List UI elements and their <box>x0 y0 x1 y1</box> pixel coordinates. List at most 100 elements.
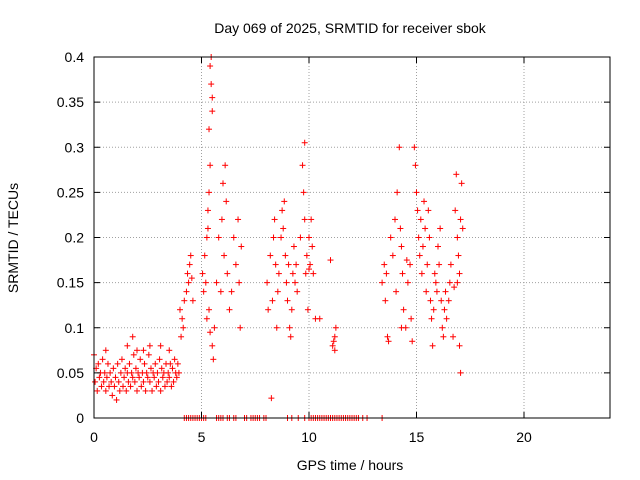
data-point-marker <box>431 270 438 277</box>
data-point-marker <box>278 234 285 241</box>
data-point-marker <box>297 234 304 241</box>
data-point-marker <box>307 261 314 268</box>
data-point-marker <box>126 360 133 367</box>
data-point-marker <box>116 387 123 394</box>
data-point-marker <box>113 396 120 403</box>
data-point-marker <box>137 356 144 363</box>
data-point-marker <box>306 234 312 241</box>
data-point-marker <box>118 356 125 363</box>
y-tick-label: 0.25 <box>57 184 84 200</box>
data-point-marker <box>429 342 436 349</box>
data-point-marker <box>208 81 215 88</box>
data-point-marker <box>108 378 115 385</box>
data-point-marker <box>170 378 177 385</box>
data-point-marker <box>285 261 292 268</box>
data-point-marker <box>272 261 279 268</box>
data-point-marker <box>106 383 113 390</box>
data-point-marker <box>174 360 181 367</box>
data-point-marker <box>398 324 405 331</box>
data-point-marker <box>98 383 105 390</box>
data-point-marker <box>117 369 124 376</box>
data-point-marker <box>286 324 293 331</box>
data-point-marker <box>237 324 244 331</box>
data-point-marker <box>184 270 191 277</box>
data-point-marker <box>423 288 430 295</box>
data-point-marker <box>301 139 308 146</box>
data-point-marker <box>273 324 280 331</box>
data-point-marker <box>132 365 139 372</box>
data-point-marker <box>384 333 391 340</box>
data-point-marker <box>422 225 429 232</box>
data-point-marker <box>381 261 388 268</box>
data-point-marker <box>218 216 225 223</box>
data-point-marker <box>447 261 454 268</box>
data-point-marker <box>199 270 206 277</box>
data-point-marker <box>433 288 440 295</box>
data-point-marker <box>186 261 193 268</box>
data-point-marker <box>180 324 187 331</box>
data-point-marker <box>310 270 317 277</box>
data-point-marker <box>393 288 400 295</box>
x-tick-label: 0 <box>90 429 98 445</box>
data-point-marker <box>426 234 433 241</box>
data-point-marker <box>96 374 103 381</box>
data-point-marker <box>206 189 213 196</box>
data-point-marker <box>435 243 441 250</box>
data-point-marker <box>452 207 459 214</box>
data-point-marker <box>166 374 173 381</box>
data-point-marker <box>415 234 422 241</box>
data-point-marker <box>207 162 214 169</box>
data-point-marker <box>398 243 405 250</box>
data-point-marker <box>459 225 466 232</box>
data-point-marker <box>309 243 316 250</box>
data-point-marker <box>102 347 109 354</box>
data-point-marker <box>455 252 462 259</box>
data-point-marker <box>454 234 461 241</box>
data-point-marker <box>203 234 210 241</box>
data-point-marker <box>440 333 447 340</box>
data-point-marker <box>399 270 406 277</box>
data-point-marker <box>396 144 403 151</box>
data-point-marker <box>215 234 222 241</box>
data-point-marker <box>397 225 404 232</box>
data-point-marker <box>221 252 228 259</box>
data-point-marker <box>207 63 214 70</box>
data-point-marker <box>456 342 463 349</box>
data-point-marker <box>442 288 449 295</box>
data-point-marker <box>202 279 209 286</box>
data-point-marker <box>121 374 128 381</box>
y-tick-label: 0.3 <box>65 139 85 155</box>
data-point-marker <box>209 342 216 349</box>
data-point-marker <box>110 365 117 372</box>
data-point-marker <box>382 297 389 304</box>
y-tick-label: 0.1 <box>65 320 85 336</box>
data-point-marker <box>292 279 299 286</box>
data-point-marker <box>99 356 106 363</box>
data-point-marker <box>94 387 101 394</box>
data-point-marker <box>206 306 213 313</box>
data-point-marker <box>131 378 138 385</box>
data-point-marker <box>204 207 211 214</box>
data-point-marker <box>104 360 111 367</box>
axis-ticks: 0 0.05 0.1 0.15 0.2 0.25 0.3 0.35 0.4 0 5 10 15 20 <box>57 49 610 445</box>
data-point-marker <box>100 378 107 385</box>
data-point-marker <box>236 279 243 286</box>
data-point-marker <box>303 252 310 259</box>
data-point-marker <box>332 324 339 331</box>
data-point-marker <box>428 315 435 322</box>
data-point-marker <box>165 369 172 376</box>
x-tick-label: 5 <box>198 429 206 445</box>
data-point-marker <box>425 207 432 214</box>
data-point-marker <box>407 261 414 268</box>
data-point-marker <box>283 279 290 286</box>
data-point-marker <box>230 234 237 241</box>
data-point-marker <box>329 342 336 349</box>
data-point-marker <box>306 266 312 273</box>
data-point-marker <box>289 270 296 277</box>
data-point-marker <box>385 338 392 345</box>
x-tick-label: 15 <box>409 429 425 445</box>
data-point-marker <box>159 374 166 381</box>
data-point-marker <box>157 342 164 349</box>
data-point-marker <box>188 275 195 282</box>
